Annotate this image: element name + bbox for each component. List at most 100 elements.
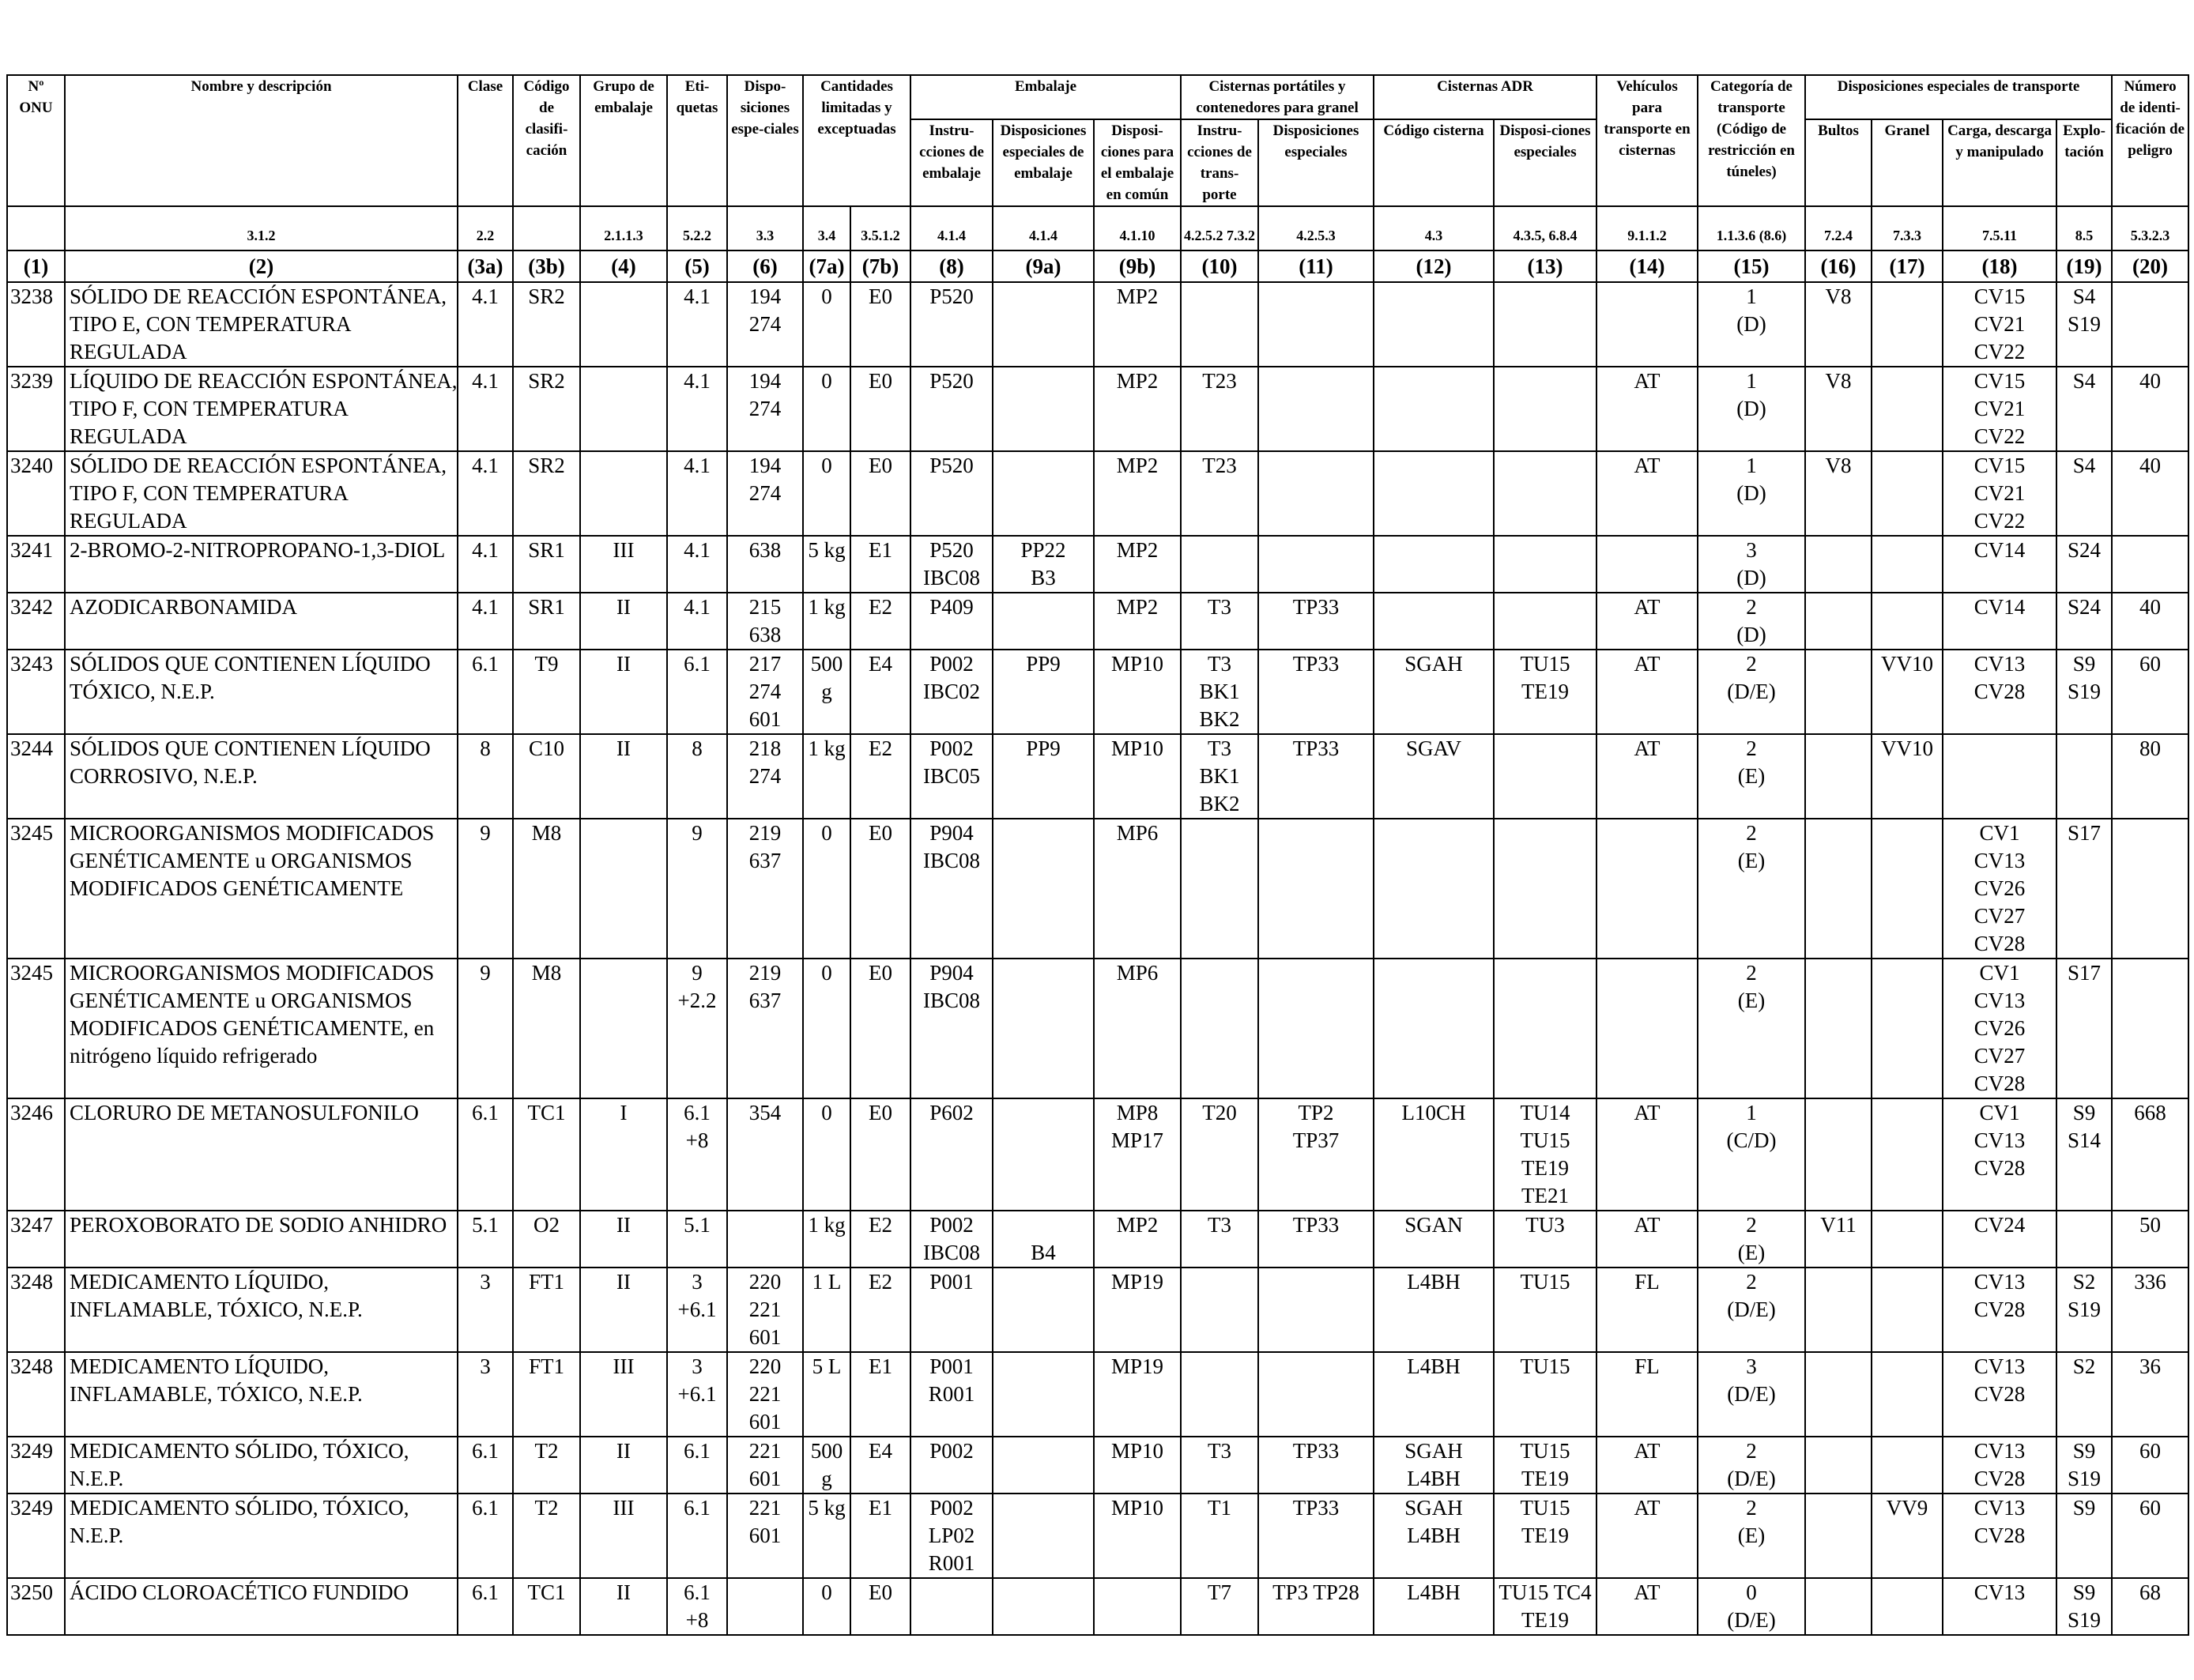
cell-value: 3245 <box>10 821 53 845</box>
cell-value: T9 <box>534 652 559 676</box>
header-granel: Granel <box>1871 119 1944 207</box>
reference-cell: 3.3 <box>726 205 804 251</box>
cell-line: MP2 <box>1116 369 1159 393</box>
carga-cell: CV13 CV28 <box>1942 1267 2058 1353</box>
cantidad-limitada-cell: 0 <box>802 281 851 367</box>
cantidad-exceptuada-cell: E0 <box>850 450 911 537</box>
table-row: 3248 MEDICAMENTO LÍQUIDO, INFLAMABLE, TÓXI… <box>6 1351 2190 1437</box>
embalaje-comun-cell: MP19 <box>1093 1351 1182 1437</box>
cell-value: AT <box>1634 1213 1661 1237</box>
column-number-cell: (7a) <box>802 250 851 283</box>
cell-line: N.E.P. <box>70 1524 124 1547</box>
grupo-cell: II <box>579 1267 668 1353</box>
cell-line: INFLAMABLE, TÓXICO, N.E.P. <box>70 1298 363 1321</box>
header-disposiciones: Dispo-siciones espe-ciales <box>726 74 804 207</box>
etiquetas-cell: 4.1 <box>666 281 728 367</box>
cell-value: E0 <box>869 1101 892 1124</box>
grupo-cell <box>579 450 668 537</box>
cell-line: 3 <box>692 1354 703 1378</box>
cell-line: MP10 <box>1110 1496 1164 1520</box>
cell-line: P904 <box>929 961 974 985</box>
etiquetas-cell: 4.1 <box>666 592 728 650</box>
cell-value: II <box>616 652 631 676</box>
name-cell: SÓLIDO DE REACCIÓN ESPONTÁNEA, TIPO F, CO… <box>64 450 458 537</box>
header-grupo: Grupo de embalaje <box>579 74 668 207</box>
cell-value: SR1 <box>528 538 565 562</box>
cell-line: S4 <box>2072 454 2096 477</box>
cell-line: TU3 <box>1525 1213 1565 1237</box>
cell-value: E0 <box>869 284 892 308</box>
vehiculo-cell: AT <box>1596 1436 1699 1494</box>
cell-value: E1 <box>869 538 892 562</box>
cell-line: T3 <box>1208 1213 1231 1237</box>
cell-value: E2 <box>869 1213 892 1237</box>
cell-value: 4.1 <box>472 454 499 477</box>
cell-value: 3 <box>480 1354 491 1378</box>
cell-value: T2 <box>534 1496 559 1520</box>
categoria-cell: 2 (E) <box>1697 733 1807 819</box>
cell-line: PP9 <box>1026 736 1061 760</box>
cell-line: 601 <box>748 1410 782 1433</box>
cell-value: 1 kg <box>808 1213 846 1237</box>
header-disposiciones-transporte: Disposiciones especiales de transporte <box>1804 74 2113 120</box>
cell-line: CV13 <box>1973 1580 2026 1604</box>
numero-peligro-cell: 668 <box>2111 1098 2190 1211</box>
cell-value: 3238 <box>10 284 53 308</box>
cell-line: CV14 <box>1973 538 2026 562</box>
cantidad-limitada-cell: 1 kg <box>802 1210 851 1268</box>
cell-value: 3244 <box>10 736 53 760</box>
header-adr-codigo: Código cisterna <box>1373 119 1495 207</box>
cantidad-exceptuada-cell: E0 <box>850 1098 911 1211</box>
embalaje-comun-cell: MP2 <box>1093 281 1182 367</box>
cell-line: CV26 <box>1973 1016 2026 1040</box>
un-number-cell: 3245 <box>6 958 66 1099</box>
column-number-cell: (18) <box>1942 250 2058 283</box>
header-cisternas-instrucciones: Instru-cciones de trans-porte <box>1180 119 1259 207</box>
cell-line: 194 <box>748 454 782 477</box>
numero-peligro-cell: 36 <box>2111 1351 2190 1437</box>
cell-value: 668 <box>2134 1101 2166 1124</box>
cell-line: 219 <box>748 961 782 985</box>
cell-value: E0 <box>869 454 892 477</box>
cell-line: T23 <box>1202 454 1237 477</box>
cell-line: IBC05 <box>922 764 980 788</box>
cell-line: T20 <box>1202 1101 1237 1124</box>
cell-value: V8 <box>1825 454 1852 477</box>
table-row: 3248 MEDICAMENTO LÍQUIDO, INFLAMABLE, TÓXI… <box>6 1267 2190 1353</box>
numero-peligro-cell: 60 <box>2111 1436 2190 1494</box>
adr-codigo-cell: SGAH <box>1373 649 1495 735</box>
cell-line: MP19 <box>1110 1354 1164 1378</box>
cell-line: 8 <box>692 736 703 760</box>
cell-value: T2 <box>534 1439 559 1463</box>
header-numero-peligro: Número de identi-ficación de peligro <box>2111 74 2190 207</box>
bultos-cell <box>1804 1098 1873 1211</box>
cisterna-instrucciones-cell <box>1180 281 1259 367</box>
cell-value: III <box>613 1354 635 1378</box>
adr-codigo-cell: L4BH <box>1373 1577 1495 1636</box>
cell-line: CV13 <box>1973 849 2026 872</box>
cell-line: IBC08 <box>922 1241 980 1264</box>
adr-codigo-cell <box>1373 818 1495 959</box>
bultos-cell <box>1804 1267 1873 1353</box>
un-number-cell: 3248 <box>6 1351 66 1437</box>
explotacion-cell: S9 S19 <box>2056 1577 2113 1636</box>
carga-cell: CV15 CV21 CV22 <box>1942 281 2058 367</box>
cell-line: 6.1 <box>684 1101 711 1124</box>
cell-line: P002 <box>929 652 974 676</box>
cell-value: 0 <box>821 369 832 393</box>
cantidad-exceptuada-cell: E2 <box>850 592 911 650</box>
cell-value: 4.1 <box>472 538 499 562</box>
cell-value: SR2 <box>528 454 565 477</box>
carga-cell: CV1 CV13 CV26 CV27 CV28 <box>1942 818 2058 959</box>
header-embalaje-disposiciones: Disposiciones especiales de embalaje <box>992 119 1095 207</box>
table-row: 3246 CLORURO DE METANOSULFONILO 6.1 TC1 I 6.1… <box>6 1098 2190 1211</box>
carga-cell: CV13 CV28 <box>1942 1436 2058 1494</box>
cell-value: M8 <box>531 961 562 985</box>
cell-value: E0 <box>869 821 892 845</box>
header-embalaje: Embalaje <box>910 74 1182 120</box>
cell-line: CV27 <box>1973 904 2026 928</box>
cell-line: L4BH <box>1407 1580 1461 1604</box>
cantidad-limitada-cell: 0 <box>802 366 851 452</box>
cell-line: CORROSIVO, N.E.P. <box>70 764 258 788</box>
grupo-cell <box>579 958 668 1099</box>
